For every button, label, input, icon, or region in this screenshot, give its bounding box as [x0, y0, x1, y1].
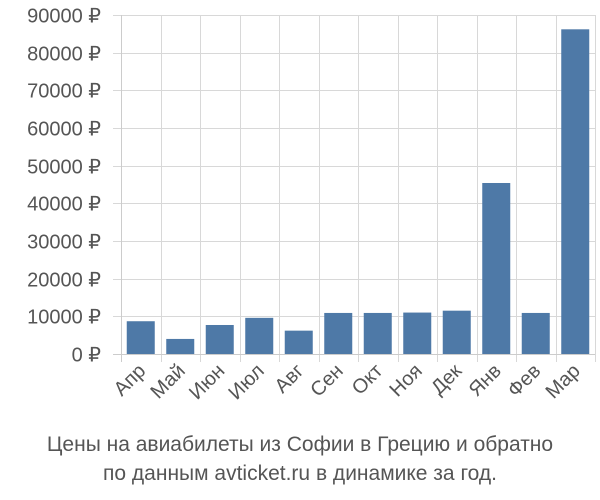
bar — [403, 312, 432, 354]
caption-line-2: по данным avticket.ru в динамике за год. — [103, 462, 497, 485]
y-tick-label: 40000 ₽ — [27, 194, 101, 216]
price-bar-chart: 0 ₽ 10000 ₽ 20000 ₽ 30000 ₽ 40000 ₽ 50000 ₽ 60… — [27, 6, 596, 404]
bar — [482, 182, 511, 354]
bar — [324, 312, 353, 354]
y-tick-label: 80000 ₽ — [27, 44, 101, 66]
y-tick-label: 70000 ₽ — [27, 81, 101, 103]
grid-lines — [113, 15, 596, 362]
bar — [205, 324, 234, 354]
x-tick-label: Авг — [271, 360, 309, 398]
x-tick-label: Дек — [427, 360, 466, 399]
x-tick-label: Фев — [504, 360, 546, 402]
y-tick-label: 50000 ₽ — [27, 157, 101, 179]
bar — [363, 312, 392, 354]
caption-line-1: Цены на авиабилеты из Софии в Грецию и о… — [46, 433, 554, 456]
y-tick-label: 0 ₽ — [72, 345, 102, 367]
x-tick-label: Мар — [542, 360, 585, 403]
x-tick-label: Окт — [348, 360, 387, 399]
y-tick-label: 30000 ₽ — [27, 232, 101, 254]
bar — [166, 338, 195, 354]
x-tick-label: Май — [147, 360, 190, 403]
y-tick-label: 10000 ₽ — [27, 307, 101, 329]
x-tick-label: Апр — [110, 360, 151, 401]
y-tick-labels: 0 ₽ 10000 ₽ 20000 ₽ 30000 ₽ 40000 ₽ 50000 ₽ 60… — [27, 6, 101, 367]
x-tick-label: Ноя — [385, 360, 426, 401]
bar — [126, 321, 155, 354]
bar — [284, 330, 313, 354]
y-tick-label: 90000 ₽ — [27, 6, 101, 28]
bar — [442, 310, 471, 354]
axes — [113, 15, 595, 362]
y-tick-label: 20000 ₽ — [27, 270, 101, 292]
bars — [126, 29, 590, 355]
bar — [245, 317, 274, 354]
chart-caption: Цены на авиабилеты из Софии в Грецию и о… — [0, 430, 600, 488]
x-tick-label: Июн — [185, 360, 229, 404]
bar — [521, 312, 550, 354]
x-tick-label: Июл — [225, 360, 269, 404]
y-tick-label: 60000 ₽ — [27, 119, 101, 141]
bar — [561, 29, 590, 355]
x-tick-label: Янв — [465, 360, 506, 401]
x-tick-label: Сен — [306, 360, 347, 401]
